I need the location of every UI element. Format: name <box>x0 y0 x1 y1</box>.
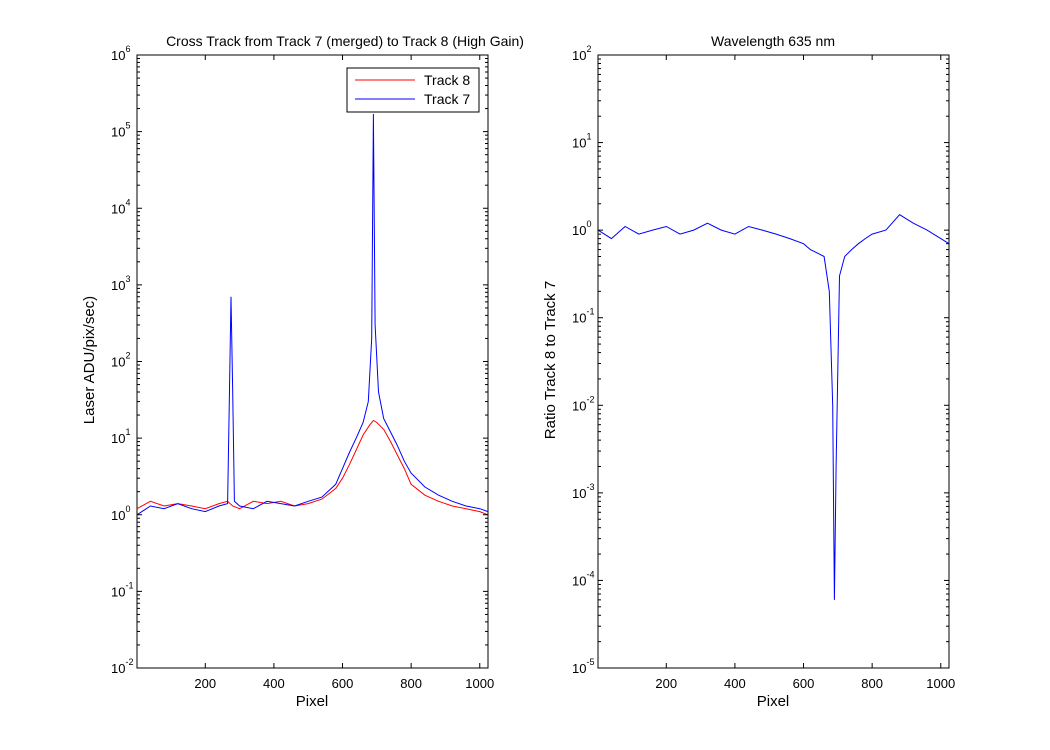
right-x-tick-label: 200 <box>655 676 677 691</box>
legend-label-track-7: Track 7 <box>424 91 470 107</box>
legend-label-track-8: Track 8 <box>424 72 470 88</box>
right-x-tick-label: 800 <box>861 676 883 691</box>
left-y-tick-label: 10-1 <box>111 580 133 599</box>
right-x-tick-label: 1000 <box>926 676 955 691</box>
left-chart-title: Cross Track from Track 7 (merged) to Tra… <box>166 33 524 49</box>
right-x-tick-label: 400 <box>724 676 746 691</box>
right-y-tick-label: 10-2 <box>572 394 594 413</box>
left-y-tick-label: 10-2 <box>111 657 133 676</box>
right-y-tick-label: 10-5 <box>572 657 594 676</box>
left-legend: Track 8 Track 7 <box>346 67 480 113</box>
right-y-tick-label: 10-4 <box>572 569 594 588</box>
left-y-tick-label: 105 <box>111 121 130 140</box>
left-y-axis-label: Laser ADU/pix/sec) <box>81 296 98 424</box>
right-y-tick-label: 102 <box>572 44 591 63</box>
left-y-tick-label: 106 <box>111 44 130 63</box>
right-x-axis-label: Pixel <box>757 693 790 710</box>
left-y-tick-label: 104 <box>111 197 130 216</box>
left-series-line-track-8 <box>136 419 489 516</box>
left-series-layer <box>136 113 489 516</box>
left-x-axis-label: Pixel <box>296 693 329 710</box>
left-plot-area <box>136 54 489 669</box>
right-x-tick-label: 600 <box>793 676 815 691</box>
left-x-tick-label: 1000 <box>465 676 494 691</box>
right-y-tick-label: 101 <box>572 132 591 151</box>
left-y-tick-label: 100 <box>111 504 130 523</box>
right-chart-title: Wavelength 635 nm <box>711 33 835 49</box>
right-series-layer <box>597 214 950 600</box>
left-series-line-track-7 <box>136 113 489 516</box>
left-tick-layer: 200 400 600 800 1000 10-2 10-1 100 101 102 103 104 1… <box>111 44 494 691</box>
left-y-tick-label: 103 <box>111 274 130 293</box>
right-plot-area <box>597 54 950 669</box>
right-tick-layer: 200 400 600 800 1000 10-5 10-4 10-3 10-2 10-1 100 1… <box>572 44 955 691</box>
right-y-axis-label: Ratio Track 8 to Track 7 <box>542 281 559 439</box>
right-y-tick-label: 100 <box>572 219 591 238</box>
left-x-tick-label: 400 <box>263 676 285 691</box>
left-y-tick-label: 102 <box>111 351 130 370</box>
right-series-line-0 <box>597 214 950 600</box>
legend-box <box>346 67 480 113</box>
right-y-tick-label: 10-3 <box>572 482 594 501</box>
left-x-tick-label: 600 <box>332 676 354 691</box>
left-panel: 200 400 600 800 1000 10-2 10-1 100 101 102 103 104 1… <box>81 33 524 710</box>
left-x-tick-label: 200 <box>194 676 216 691</box>
right-panel: 200 400 600 800 1000 10-5 10-4 10-3 10-2 10-1 100 1… <box>542 33 955 710</box>
left-y-tick-label: 101 <box>111 427 130 446</box>
left-x-tick-label: 800 <box>400 676 422 691</box>
right-y-tick-label: 10-1 <box>572 307 594 326</box>
